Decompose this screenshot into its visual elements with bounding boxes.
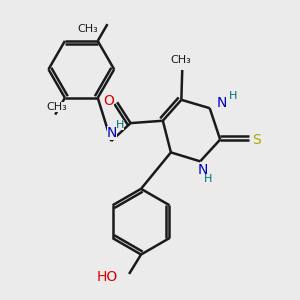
Text: N: N	[198, 163, 208, 177]
Text: CH₃: CH₃	[78, 25, 98, 34]
Text: H: H	[203, 174, 212, 184]
Text: O: O	[103, 94, 114, 108]
Text: H: H	[229, 91, 237, 101]
Text: H: H	[116, 120, 124, 130]
Text: CH₃: CH₃	[46, 102, 67, 112]
Text: N: N	[106, 126, 117, 140]
Text: CH₃: CH₃	[170, 56, 191, 65]
Text: HO: HO	[97, 270, 118, 284]
Text: N: N	[217, 96, 227, 110]
Text: S: S	[253, 133, 261, 146]
